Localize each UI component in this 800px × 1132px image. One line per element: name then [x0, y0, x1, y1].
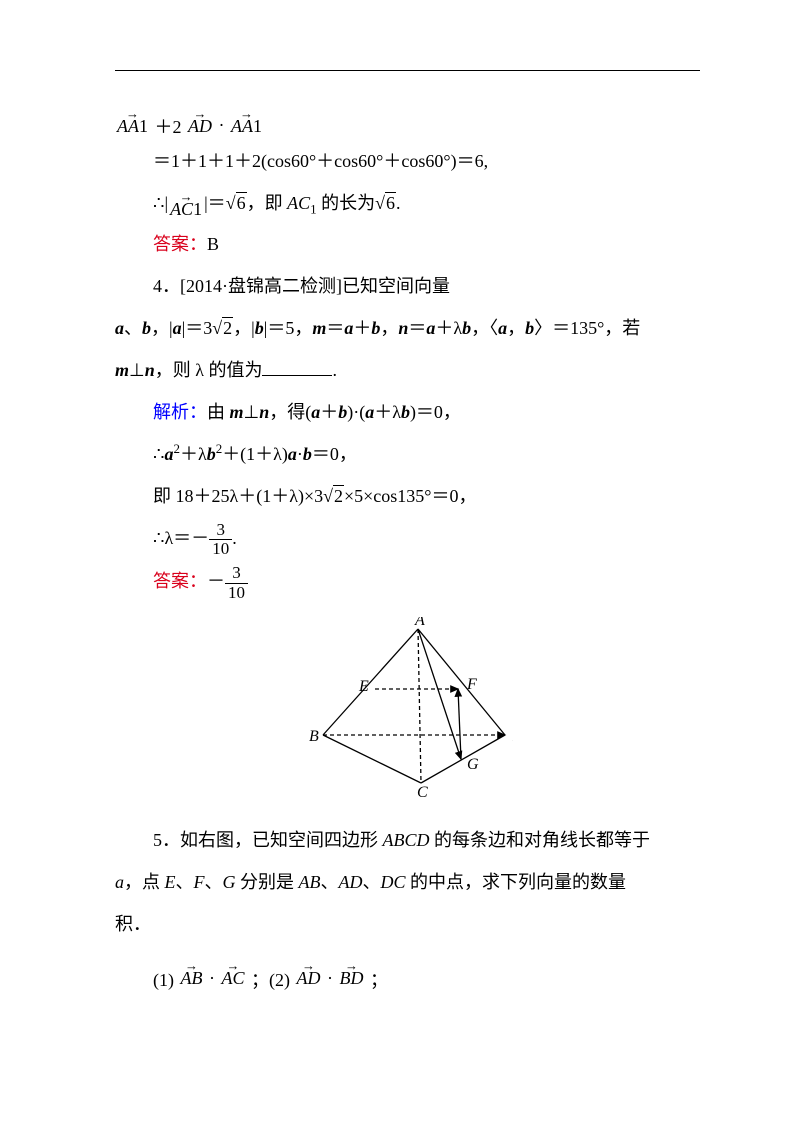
svg-text:A: A: [414, 617, 425, 629]
svg-text:F: F: [466, 676, 477, 693]
svg-text:D: D: [512, 728, 513, 745]
q5-line3: 积．: [115, 906, 700, 944]
solution-line4: ∴λ＝－310.: [115, 520, 700, 559]
tetrahedron-diagram: A B C D E F G: [115, 617, 700, 802]
q5-line1: 5．如右图，已知空间四边形 ABCD 的每条边和对角线长都等于: [115, 822, 700, 860]
fill-blank: [262, 358, 332, 376]
solution-line2: ∴a2＋λb2＋(1＋λ)a·b＝0，: [115, 435, 700, 474]
answer-1: 答案：B: [115, 226, 700, 264]
math-line-3: ∴|→AC1|＝6，即 AC1 的长为6.: [115, 185, 700, 223]
q5-subparts: (1) →AB · →AC ；(2) →AD · →BD ；: [115, 954, 700, 992]
q5-line2: a，点 E、F、G 分别是 AB、AD、DC 的中点，求下列向量的数量: [115, 864, 700, 902]
math-line-2: ＝1＋1＋1＋2(cos60°＋cos60°＋cos60°)＝6,: [115, 143, 700, 181]
solution-line1: 解析：由 m⊥n，得(a＋b)·(a＋λb)＝0，: [115, 394, 700, 432]
q4-line2: a、b，|a|＝32，|b|＝5，m＝a＋b，n＝a＋λb，〈a，b〉＝135°…: [115, 310, 700, 348]
svg-text:G: G: [467, 756, 479, 773]
svg-text:E: E: [358, 678, 369, 695]
top-rule: [115, 70, 700, 71]
q4-head: 4．[2014·盘锦高二检测]已知空间向量: [115, 268, 700, 306]
q4-line3: m⊥n，则 λ 的值为.: [115, 352, 700, 390]
solution-line3: 即 18＋25λ＋(1＋λ)×32×5×cos135°＝0，: [115, 478, 700, 516]
svg-text:B: B: [309, 728, 319, 745]
math-line-1: →AA1 ＋2 →AD · →AA1: [115, 101, 700, 139]
svg-text:C: C: [417, 784, 428, 797]
answer-2: 答案：－310: [115, 563, 700, 602]
